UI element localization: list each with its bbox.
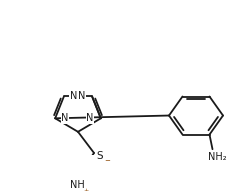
Text: NH: NH: [70, 180, 84, 190]
Text: NH₂: NH₂: [208, 151, 227, 162]
Text: +: +: [83, 188, 89, 191]
Text: −: −: [104, 158, 110, 164]
Text: N: N: [61, 113, 69, 123]
Text: S: S: [97, 151, 103, 161]
Text: N: N: [70, 91, 77, 101]
Text: N: N: [86, 113, 94, 123]
Text: N: N: [78, 91, 85, 101]
